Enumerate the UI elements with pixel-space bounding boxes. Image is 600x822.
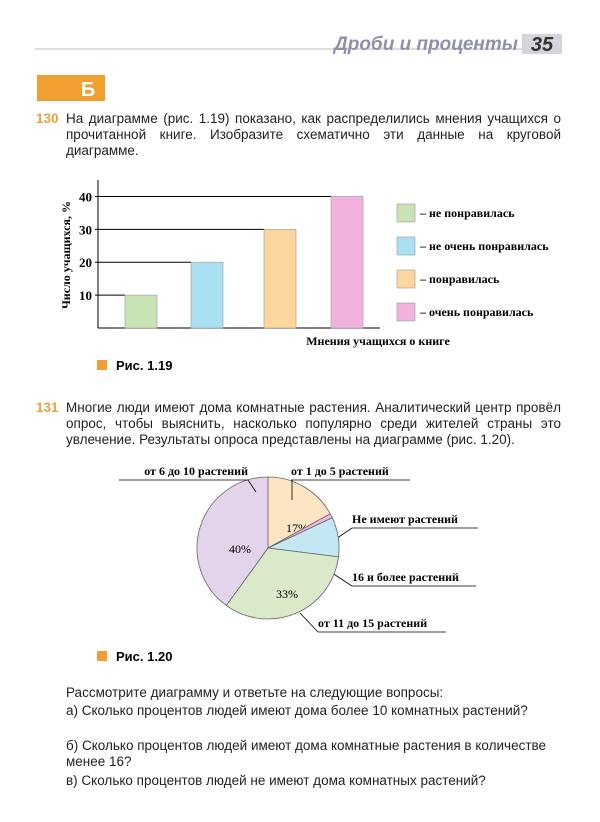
y-tick-label: 30 (79, 222, 92, 237)
legend-label: – не очень понравилась (419, 239, 549, 253)
pie-slice (225, 547, 339, 620)
value-label: 40% (229, 542, 251, 556)
leader-line (247, 479, 257, 493)
bar (124, 294, 158, 329)
y-tick-label: 20 (79, 255, 92, 270)
caption: Рис. 1.19 (116, 358, 172, 373)
y-axis-label: Число учащихся, % (59, 201, 73, 309)
questions-intro: Рассмотрите диаграмму и ответьте на след… (66, 685, 444, 700)
pie-slice (267, 476, 331, 549)
caption-marker (97, 360, 107, 370)
slice-label: от 1 до 5 растений (291, 464, 389, 478)
legend-swatch (396, 269, 416, 289)
question: б) Сколько процентов людей имеют дома ко… (66, 738, 547, 769)
page-number-box (522, 34, 562, 54)
header-title: Дроби и проценты (332, 34, 518, 55)
y-tick-label: 40 (79, 189, 92, 204)
x-axis-label: Мнения учащихся о книге (306, 334, 450, 348)
bar (330, 196, 364, 329)
section-box (37, 75, 105, 101)
value-label: 33% (276, 587, 298, 601)
leader-line (299, 612, 319, 633)
caption: Рис. 1.20 (116, 649, 172, 664)
section-label: Б (81, 79, 95, 101)
caption-marker (97, 651, 107, 661)
legend-label: – понравилась (419, 272, 500, 286)
slice-label: от 6 до 10 растений (144, 464, 248, 478)
bar (190, 261, 224, 329)
legend-label: – не понравилась (419, 206, 515, 220)
bar (263, 229, 297, 329)
question: а) Сколько процентов людей имеют дома бо… (66, 703, 528, 718)
slice-label: 16 и более растений (352, 570, 459, 584)
problem-text: На диаграмме (рис. 1.19) показано, как р… (66, 111, 561, 158)
problem-number: 131 (36, 400, 59, 415)
legend-swatch (396, 203, 416, 223)
legend-swatch (396, 302, 416, 322)
question: в) Сколько процентов людей не имеют дома… (66, 773, 486, 788)
slice-label: Не имеют растений (352, 512, 458, 526)
y-tick-label: 10 (79, 288, 92, 303)
legend-swatch (396, 236, 416, 256)
bar-chart: 10 20 30 40 Число учащихся, % Мнения учащихся… (59, 180, 549, 348)
problem-text: Многие люди имеют дома комнатные растени… (66, 400, 561, 447)
problem-number: 130 (36, 111, 59, 126)
legend-label: – очень понравилась (419, 305, 534, 319)
page-number: 35 (531, 34, 554, 56)
slice-label: от 11 до 15 растений (318, 616, 427, 630)
